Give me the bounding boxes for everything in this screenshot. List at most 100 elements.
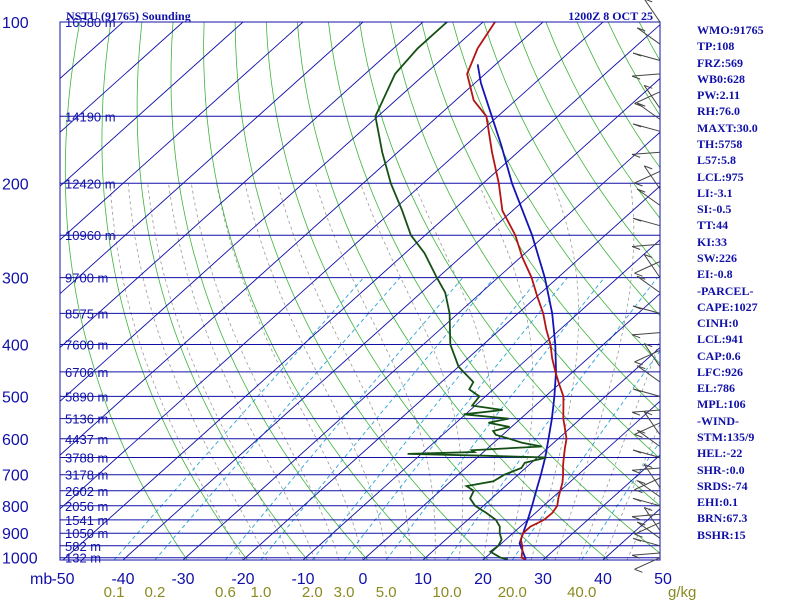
wind-barb-staff <box>632 332 661 336</box>
wind-barb-flag <box>631 554 641 559</box>
moist-adiabats <box>109 183 660 560</box>
wind-barb-flag <box>637 429 646 434</box>
index-item: WB0:628 <box>697 71 745 86</box>
pressure-label: 400 <box>2 338 29 355</box>
mixing-ratio-line <box>260 277 495 560</box>
wind-barb-flag <box>632 449 642 454</box>
wind-barb-flag <box>644 343 653 348</box>
wind-barb <box>643 507 661 531</box>
wind-barb-staff <box>636 365 661 383</box>
dry-adiabat <box>514 22 660 269</box>
dry-adiabat <box>170 22 368 560</box>
wind-barb-staff <box>643 165 661 190</box>
index-item: L57:5.8 <box>697 153 736 168</box>
index-item: PW:2.11 <box>697 88 741 103</box>
wind-barb-flag <box>632 305 642 310</box>
index-item: SW:226 <box>697 250 738 265</box>
dry-adiabat <box>203 22 429 560</box>
wind-barb <box>632 388 661 397</box>
index-item: BRN:67.3 <box>697 511 748 526</box>
wind-barb <box>643 84 661 109</box>
chart-title: NSTU (91765) Sounding <box>66 9 191 23</box>
height-label: 2602 m <box>65 484 108 499</box>
moist-adiabat <box>244 183 388 560</box>
wind-barb <box>636 521 661 539</box>
index-item: MPL:106 <box>697 397 746 412</box>
wind-barb <box>634 422 661 438</box>
wind-barb-staff <box>632 552 661 556</box>
isotherm-line <box>62 24 660 560</box>
wind-barb-staff <box>643 507 661 531</box>
mixing-ratio-line <box>113 277 365 560</box>
isotherm-line <box>122 77 660 560</box>
height-label: 4437 m <box>65 432 108 447</box>
index-item: FRZ:569 <box>697 55 743 70</box>
wind-barb-flag <box>644 464 653 468</box>
wind-barb-flag <box>644 254 653 258</box>
wind-barb-staff <box>632 151 661 155</box>
wind-barb-flag <box>644 84 653 89</box>
index-item: SHR-:0.0 <box>697 462 745 477</box>
moist-adiabat <box>109 183 244 560</box>
index-item: STM:135/9 <box>697 430 755 445</box>
mixing-ratio-line <box>154 277 401 560</box>
temperature-tick: -20 <box>231 571 254 588</box>
temperature-tick: 50 <box>654 571 672 588</box>
wind-barb <box>636 365 661 383</box>
wind-barb <box>631 73 661 80</box>
wind-barb-staff <box>636 27 661 45</box>
wind-barb-flag <box>634 272 643 277</box>
wind-barb <box>632 497 661 507</box>
height-label: 7600 m <box>65 338 108 353</box>
wind-barb-staff <box>636 102 661 120</box>
wind-barb <box>636 188 661 206</box>
wind-barb-flag <box>634 182 643 187</box>
dry-adiabat <box>234 22 489 560</box>
wind-barb-flag <box>631 334 641 339</box>
moist-adiabat <box>578 337 660 560</box>
index-item: CAPE:1027 <box>697 299 758 314</box>
moist-adiabat <box>626 485 660 560</box>
isotherm-line <box>422 346 660 560</box>
wind-barb-flag <box>644 507 653 511</box>
mixing-ratio-line <box>446 277 658 560</box>
index-item: SRDS:-74 <box>697 478 748 493</box>
wind-barb-flag <box>634 361 643 366</box>
mixing-ratio-tick: 40.0 <box>567 584 596 600</box>
wind-barb-flag <box>637 27 646 32</box>
wind-barb-staff <box>636 275 661 294</box>
wind-barb-staff <box>634 261 661 274</box>
mixing-ratio-tick: 2.0 <box>302 584 323 600</box>
wind-barb <box>634 170 661 187</box>
pressure-label: 500 <box>2 389 29 406</box>
isotherm-line <box>542 454 660 560</box>
index-item: WMO:91765 <box>697 23 764 37</box>
pressure-label: 900 <box>2 526 29 543</box>
index-item: TP:108 <box>697 39 735 54</box>
wind-barb-flag <box>637 480 646 485</box>
moist-adiabat <box>277 183 412 560</box>
wind-barb-flag <box>632 123 642 128</box>
wind-barb-flag <box>631 246 641 250</box>
isotherm-line <box>60 22 304 241</box>
temperature-tick: -50 <box>51 571 74 588</box>
wind-barb-staff <box>632 243 661 247</box>
mixing-ratio-tick: 3.0 <box>334 584 355 600</box>
height-label: 12420 m <box>65 176 116 191</box>
wind-barb <box>643 165 661 190</box>
moist-adiabat <box>602 422 660 560</box>
temperature-tick: -10 <box>291 571 314 588</box>
dry-adiabat <box>136 22 308 560</box>
wind-barb <box>632 217 661 227</box>
wind-barb <box>632 123 661 132</box>
index-item: LFC:926 <box>697 364 743 379</box>
wind-barb <box>631 409 661 416</box>
height-label: 1050 m <box>65 526 108 541</box>
moist-adiabat <box>127 183 268 560</box>
mixing-ratio-line <box>225 277 464 560</box>
wind-barb-flag <box>637 102 646 107</box>
moist-adiabat <box>216 183 364 560</box>
background-lines <box>60 22 660 560</box>
wind-barb-staff <box>636 521 661 539</box>
temperature-line <box>466 22 568 560</box>
